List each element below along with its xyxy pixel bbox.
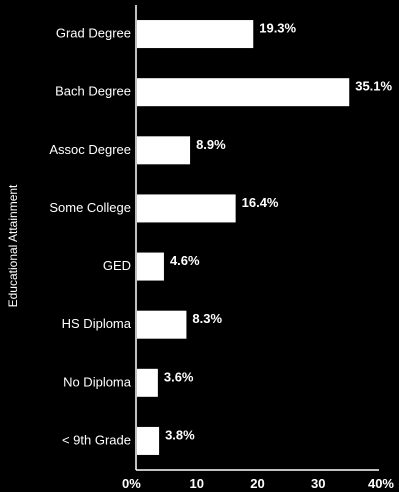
value-label: 3.6% [164, 369, 194, 384]
x-tick-label: 30 [311, 476, 325, 491]
value-label: 19.3% [259, 21, 296, 36]
x-tick-label: 10 [190, 476, 204, 491]
category-label: Some College [49, 200, 131, 215]
category-label: Grad Degree [56, 26, 131, 41]
bar [137, 426, 160, 455]
bar [137, 136, 191, 165]
x-tick-label: 0% [122, 476, 141, 491]
category-label: Assoc Degree [49, 142, 131, 157]
bar [137, 368, 158, 397]
category-label: Bach Degree [55, 84, 131, 99]
y-axis-title: Educational Attainment [6, 184, 20, 307]
bar [137, 194, 236, 223]
x-tick-label: 20 [250, 476, 264, 491]
x-tick-label: 40% [368, 476, 394, 491]
bar [137, 78, 350, 107]
value-label: 16.4% [242, 195, 279, 210]
value-label: 35.1% [355, 79, 392, 94]
value-label: 8.3% [192, 311, 222, 326]
bar [137, 20, 254, 49]
bar [137, 252, 164, 281]
category-label: HS Diploma [62, 316, 132, 331]
category-label: No Diploma [63, 374, 132, 389]
value-label: 8.9% [196, 137, 226, 152]
category-label: < 9th Grade [62, 432, 131, 447]
category-label: GED [103, 258, 131, 273]
bar [137, 310, 187, 339]
value-label: 3.8% [165, 427, 195, 442]
value-label: 4.6% [170, 253, 200, 268]
